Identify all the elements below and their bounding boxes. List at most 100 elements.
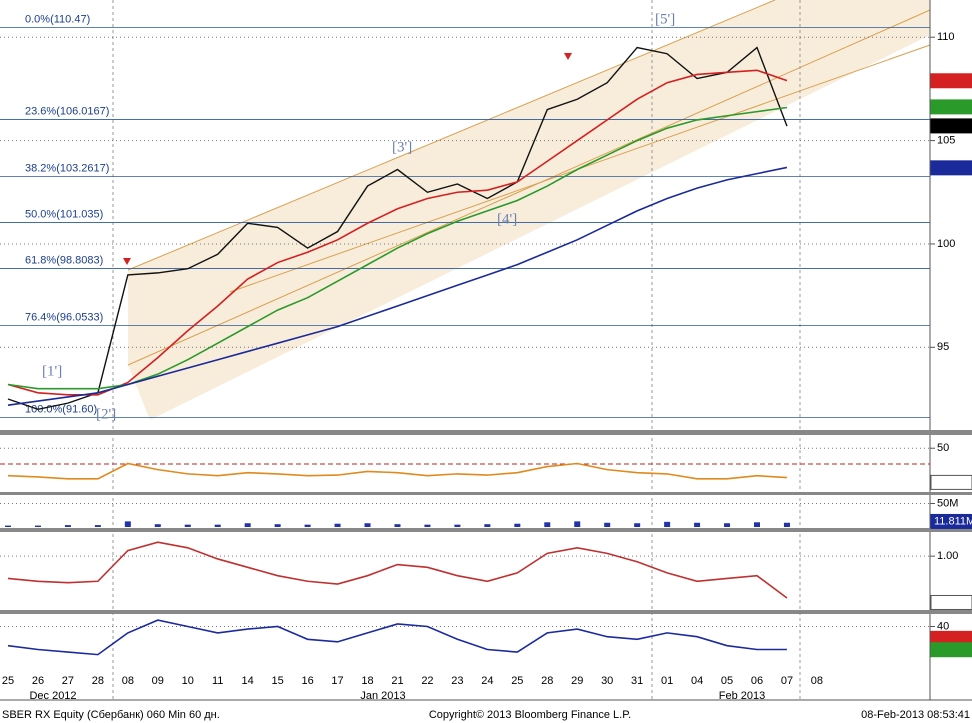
value-tag: [930, 160, 972, 176]
series-line: [7, 619, 787, 656]
bar: [694, 522, 701, 527]
bar: [214, 524, 221, 527]
bar: [364, 523, 371, 527]
x-tick-label: 16: [301, 675, 313, 687]
channel-fill: [128, 0, 930, 420]
x-tick-label: 29: [571, 675, 583, 687]
bar: [274, 524, 281, 527]
pane-divider: [0, 492, 972, 495]
bar: [484, 524, 491, 527]
x-tick-label: 24: [481, 675, 493, 687]
series-line: [7, 69, 788, 396]
bar: [5, 525, 11, 527]
series-line: [7, 166, 788, 406]
x-tick-label: 08: [122, 675, 134, 687]
footer-right: 08-Feb-2013 08:53:41: [861, 709, 970, 721]
x-tick-label: 14: [242, 675, 254, 687]
fib-label: 38.2%(103.2617): [25, 162, 109, 174]
bar: [94, 525, 101, 527]
x-tick-label: 31: [631, 675, 643, 687]
y-tick-label: 95: [937, 341, 949, 353]
bar: [754, 522, 760, 527]
x-tick-label: 27: [62, 675, 74, 687]
channel-line: [127, 0, 776, 271]
value-tag: [930, 642, 972, 658]
month-label: Jan 2013: [360, 690, 405, 702]
x-tick-label: 26: [32, 675, 44, 687]
series-line: [7, 462, 788, 480]
y-tick-label: 40: [937, 620, 949, 632]
footer-center: Copyright© 2013 Bloomberg Finance L.P.: [429, 709, 631, 721]
x-tick-label: 23: [451, 675, 463, 687]
x-tick-label: 15: [272, 675, 284, 687]
x-tick-label: 07: [781, 675, 793, 687]
pane-divider: [0, 610, 972, 614]
x-tick-label: 08: [811, 675, 823, 687]
wave-label: [4']: [497, 211, 517, 227]
value-tag: [930, 99, 972, 115]
wave-label: [1']: [42, 363, 62, 379]
fib-label: 23.6%(106.0167): [25, 105, 109, 117]
month-label: Feb 2013: [719, 690, 765, 702]
fib-label: 0.0%(110.47): [25, 13, 90, 25]
value-tag: [930, 118, 972, 134]
bar: [544, 522, 551, 527]
marker: [564, 53, 572, 60]
pane-divider: [0, 430, 972, 435]
bar: [184, 524, 191, 527]
bar: [604, 522, 611, 527]
bar: [454, 524, 461, 527]
channel-line: [127, 9, 931, 366]
y-tick-label: 110: [937, 31, 955, 43]
series-line: [7, 541, 788, 599]
x-tick-label: 22: [421, 675, 433, 687]
fib-label: 61.8%(98.8083): [25, 254, 103, 266]
x-tick-label: 30: [601, 675, 613, 687]
wave-label: [3']: [392, 139, 412, 155]
bar: [724, 523, 731, 527]
bar: [574, 521, 581, 527]
x-tick-label: 28: [541, 675, 553, 687]
bar: [34, 525, 41, 527]
bar: [424, 524, 431, 527]
x-tick-label: 17: [331, 675, 343, 687]
series-line: [7, 46, 788, 411]
x-tick-label: 21: [391, 675, 403, 687]
x-tick-label: 01: [661, 675, 673, 687]
x-tick-label: 25: [511, 675, 523, 687]
bar: [154, 524, 161, 527]
y-tick-label: 50M: [937, 497, 958, 509]
y-tick-label: 105: [937, 134, 955, 146]
x-tick-label: 18: [361, 675, 373, 687]
y-tick-label: 1.00: [937, 550, 958, 562]
x-tick-label: 04: [691, 675, 703, 687]
x-tick-label: 28: [92, 675, 104, 687]
x-tick-label: 06: [751, 675, 763, 687]
bar: [514, 523, 521, 527]
bar: [124, 521, 131, 527]
wave-label: [5']: [655, 11, 675, 27]
pane-divider: [0, 528, 972, 532]
bar: [783, 522, 790, 527]
y-tick-label: 100: [937, 238, 955, 250]
bar: [664, 521, 671, 527]
marker: [123, 258, 131, 265]
value-tag: [930, 73, 972, 89]
value-tag: [930, 513, 972, 529]
bar: [394, 524, 401, 527]
x-tick-label: 25: [2, 675, 14, 687]
wave-label: [2']: [96, 406, 116, 422]
month-label: Dec 2012: [29, 690, 76, 702]
x-tick-label: 09: [152, 675, 164, 687]
bar: [634, 523, 641, 527]
bar: [64, 525, 71, 527]
value-tag: [930, 594, 972, 610]
x-tick-label: 05: [721, 675, 733, 687]
footer-left: SBER RX Equity (Сбербанк) 060 Min 60 дн.: [2, 709, 220, 721]
fib-label: 76.4%(96.0533): [25, 311, 103, 323]
value-tag-label: 11.811M: [934, 515, 972, 527]
value-tag: [930, 474, 972, 490]
bar: [334, 523, 341, 527]
x-tick-label: 11: [212, 675, 223, 687]
